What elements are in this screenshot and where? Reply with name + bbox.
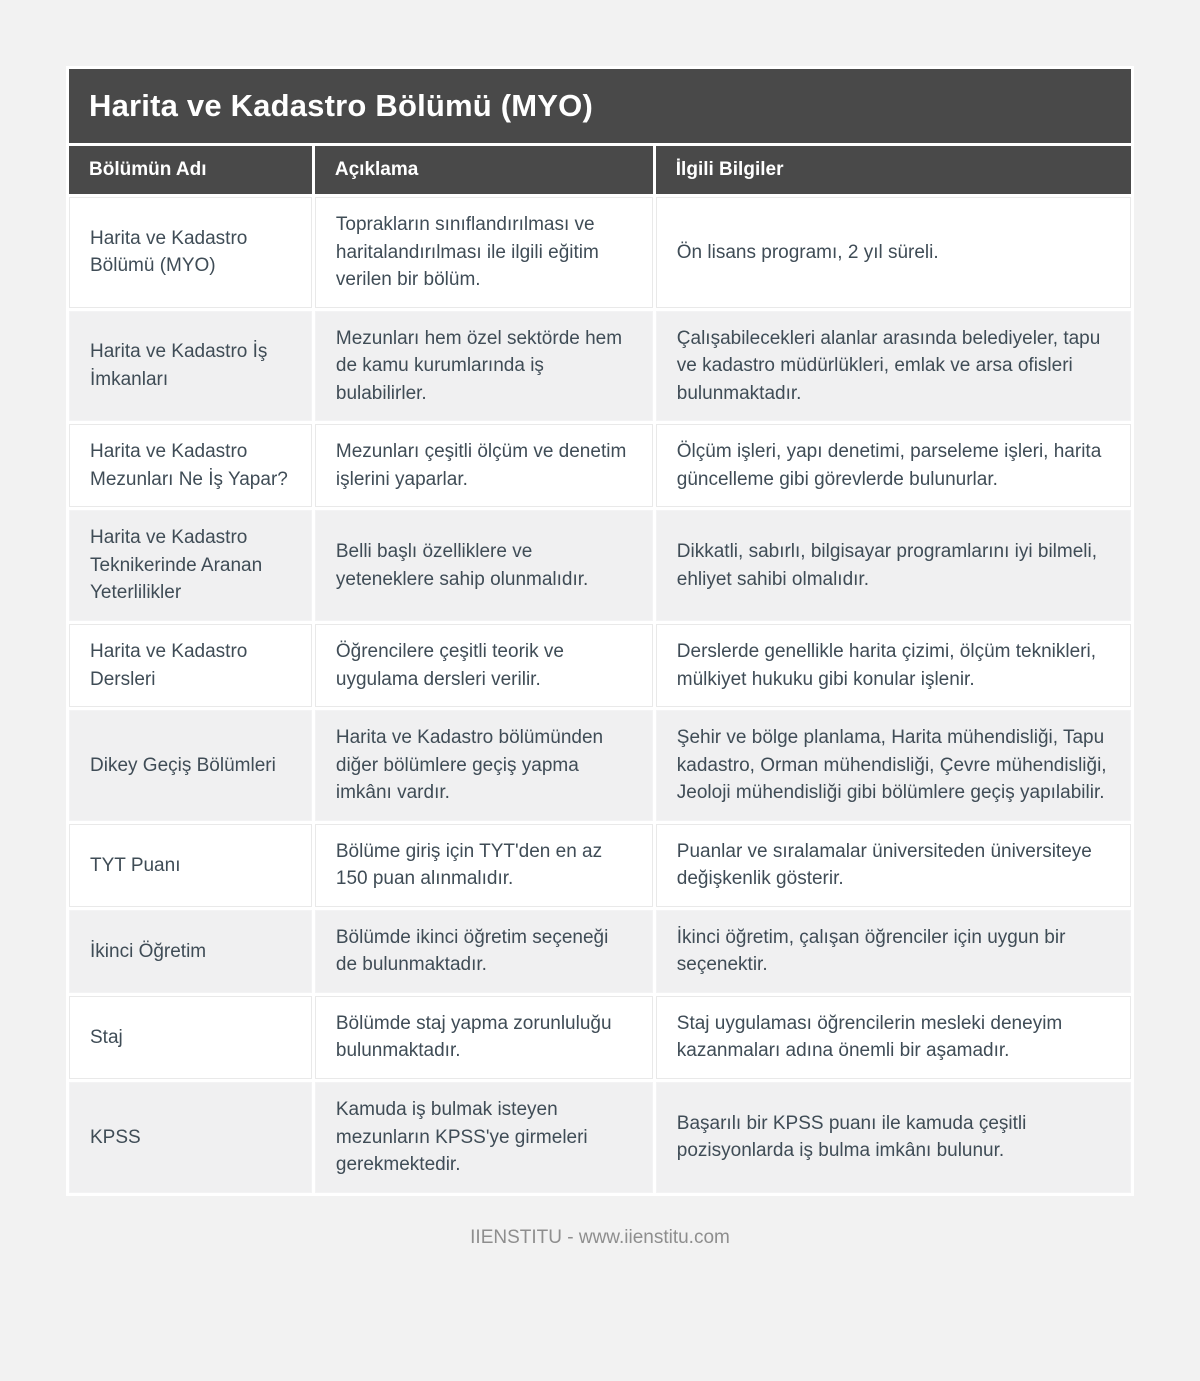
table-row: İkinci Öğretim Bölümde ikinci öğretim seç… [69, 909, 1131, 993]
cell-ilgili-bilgiler: Dikkatli, sabırlı, bilgisayar programlar… [655, 510, 1131, 622]
cell-aciklama: Harita ve Kadastro bölümünden diğer bölü… [314, 710, 653, 821]
cell-ilgili-bilgiler: Derslerde genellikle harita çizimi, ölçü… [655, 624, 1131, 708]
footer-text: IIENSTITU - www.iienstitu.com [470, 1226, 730, 1248]
cell-ilgili-bilgiler: Ön lisans programı, 2 yıl süreli. [655, 197, 1131, 308]
cell-aciklama: Bölümde ikinci öğretim seçeneği de bulun… [314, 909, 653, 993]
table-row: Harita ve Kadastro Bölümü (MYO) Topraklar… [69, 197, 1131, 308]
cell-bolumun-adi: Harita ve Kadastro Teknikerinde Aranan Y… [69, 510, 312, 622]
column-header-aciklama: Açıklama [314, 146, 653, 194]
cell-aciklama: Bölüme giriş için TYT'den en az 150 puan… [314, 823, 653, 907]
cell-aciklama: Kamuda iş bulmak isteyen mezunların KPSS… [314, 1082, 653, 1193]
cell-bolumun-adi: KPSS [69, 1082, 312, 1193]
cell-bolumun-adi: Staj [69, 995, 312, 1080]
table-row: Dikey Geçiş Bölümleri Harita ve Kadastro … [69, 710, 1131, 821]
cell-ilgili-bilgiler: Çalışabilecekleri alanlar arasında beled… [655, 310, 1131, 422]
cell-aciklama: Bölümde staj yapma zorunluluğu bulunmakt… [314, 995, 653, 1080]
cell-bolumun-adi: Harita ve Kadastro Dersleri [69, 624, 312, 708]
page: Harita ve Kadastro Bölümü (MYO) Bölümün … [66, 66, 1134, 1248]
cell-bolumun-adi: Dikey Geçiş Bölümleri [69, 710, 312, 821]
cell-aciklama: Belli başlı özelliklere ve yeteneklere s… [314, 510, 653, 622]
column-header-ilgili-bilgiler: İlgili Bilgiler [655, 146, 1131, 194]
cell-aciklama: Mezunları çeşitli ölçüm ve denetim işler… [314, 424, 653, 508]
cell-aciklama: Mezunları hem özel sektörde hem de kamu … [314, 310, 653, 422]
cell-bolumun-adi: İkinci Öğretim [69, 909, 312, 993]
title-row: Harita ve Kadastro Bölümü (MYO) [69, 69, 1131, 143]
department-info-table: Harita ve Kadastro Bölümü (MYO) Bölümün … [66, 66, 1134, 1196]
cell-bolumun-adi: Harita ve Kadastro Bölümü (MYO) [69, 197, 312, 308]
cell-ilgili-bilgiler: Staj uygulaması öğrencilerin mesleki den… [655, 995, 1131, 1080]
cell-ilgili-bilgiler: Şehir ve bölge planlama, Harita mühendis… [655, 710, 1131, 821]
cell-bolumun-adi: Harita ve Kadastro Mezunları Ne İş Yapar… [69, 424, 312, 508]
cell-ilgili-bilgiler: Ölçüm işleri, yapı denetimi, parseleme i… [655, 424, 1131, 508]
column-header-bolumun-adi: Bölümün Adı [69, 146, 312, 194]
table-body: Harita ve Kadastro Bölümü (MYO) Topraklar… [69, 197, 1131, 1193]
page-title: Harita ve Kadastro Bölümü (MYO) [69, 69, 1131, 143]
table-row: Staj Bölümde staj yapma zorunluluğu bulun… [69, 995, 1131, 1080]
cell-ilgili-bilgiler: İkinci öğretim, çalışan öğrenciler için … [655, 909, 1131, 993]
table-row: Harita ve Kadastro Mezunları Ne İş Yapar… [69, 424, 1131, 508]
cell-aciklama: Toprakların sınıflandırılması ve harital… [314, 197, 653, 308]
table-row: Harita ve Kadastro İş İmkanları Mezunları… [69, 310, 1131, 422]
table-row: TYT Puanı Bölüme giriş için TYT'den en az… [69, 823, 1131, 907]
cell-ilgili-bilgiler: Puanlar ve sıralamalar üniversiteden üni… [655, 823, 1131, 907]
column-header-row: Bölümün Adı Açıklama İlgili Bilgiler [69, 146, 1131, 194]
table-row: KPSS Kamuda iş bulmak isteyen mezunların … [69, 1082, 1131, 1193]
cell-bolumun-adi: Harita ve Kadastro İş İmkanları [69, 310, 312, 422]
table-row: Harita ve Kadastro Dersleri Öğrencilere ç… [69, 624, 1131, 708]
cell-aciklama: Öğrencilere çeşitli teorik ve uygulama d… [314, 624, 653, 708]
cell-ilgili-bilgiler: Başarılı bir KPSS puanı ile kamuda çeşit… [655, 1082, 1131, 1193]
table-row: Harita ve Kadastro Teknikerinde Aranan Y… [69, 510, 1131, 622]
cell-bolumun-adi: TYT Puanı [69, 823, 312, 907]
